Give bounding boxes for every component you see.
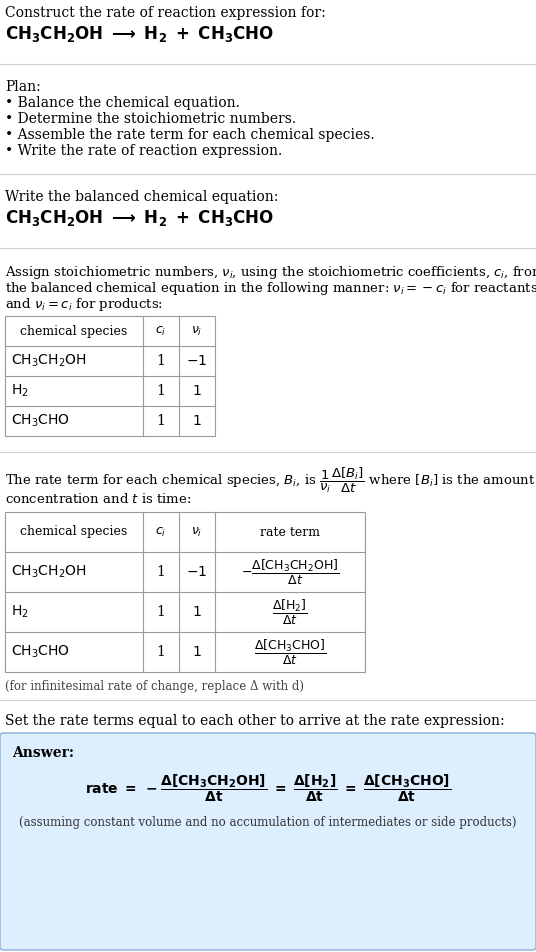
Text: 1: 1 xyxy=(192,605,202,619)
Text: 1: 1 xyxy=(192,414,202,428)
Text: $-1$: $-1$ xyxy=(187,565,207,579)
Text: $\mathrm{CH_3CHO}$: $\mathrm{CH_3CHO}$ xyxy=(11,413,70,429)
Text: $\mathrm{CH_3CHO}$: $\mathrm{CH_3CHO}$ xyxy=(11,644,70,660)
Text: chemical species: chemical species xyxy=(20,526,128,539)
Text: • Balance the chemical equation.: • Balance the chemical equation. xyxy=(5,96,240,110)
Text: the balanced chemical equation in the following manner: $\nu_i = -c_i$ for react: the balanced chemical equation in the fo… xyxy=(5,280,536,297)
Text: rate term: rate term xyxy=(260,526,320,539)
Text: • Write the rate of reaction expression.: • Write the rate of reaction expression. xyxy=(5,144,282,158)
Text: Set the rate terms equal to each other to arrive at the rate expression:: Set the rate terms equal to each other t… xyxy=(5,714,504,728)
Text: 1: 1 xyxy=(157,645,166,659)
Text: concentration and $t$ is time:: concentration and $t$ is time: xyxy=(5,492,191,506)
Text: 1: 1 xyxy=(157,605,166,619)
Text: 1: 1 xyxy=(192,384,202,398)
Text: 1: 1 xyxy=(157,354,166,368)
FancyBboxPatch shape xyxy=(0,733,536,950)
Text: $-1$: $-1$ xyxy=(187,354,207,368)
Text: 1: 1 xyxy=(192,645,202,659)
Text: (for infinitesimal rate of change, replace Δ with d): (for infinitesimal rate of change, repla… xyxy=(5,680,304,693)
Text: $\mathrm{CH_3CH_2OH}$: $\mathrm{CH_3CH_2OH}$ xyxy=(11,564,87,580)
Text: Plan:: Plan: xyxy=(5,80,41,94)
Text: Answer:: Answer: xyxy=(12,746,74,760)
Text: $c_i$: $c_i$ xyxy=(155,526,167,539)
Text: 1: 1 xyxy=(157,565,166,579)
Text: $\mathbf{CH_3CH_2OH}$$\mathbf{\ \longrightarrow\ }$$\mathbf{H_2}$$\mathbf{\ +\ C: $\mathbf{CH_3CH_2OH}$$\mathbf{\ \longrig… xyxy=(5,24,274,44)
Text: $c_i$: $c_i$ xyxy=(155,325,167,338)
Text: • Determine the stoichiometric numbers.: • Determine the stoichiometric numbers. xyxy=(5,112,296,126)
Text: 1: 1 xyxy=(157,414,166,428)
Text: $\mathrm{H_2}$: $\mathrm{H_2}$ xyxy=(11,604,29,620)
Bar xyxy=(5,512,365,672)
Text: 1: 1 xyxy=(157,384,166,398)
Text: $-\dfrac{\Delta[\mathrm{CH_3CH_2OH}]}{\Delta t}$: $-\dfrac{\Delta[\mathrm{CH_3CH_2OH}]}{\D… xyxy=(241,558,339,586)
Text: $\mathrm{CH_3CH_2OH}$: $\mathrm{CH_3CH_2OH}$ xyxy=(11,353,87,369)
Text: • Assemble the rate term for each chemical species.: • Assemble the rate term for each chemic… xyxy=(5,128,375,142)
Text: Assign stoichiometric numbers, $\nu_i$, using the stoichiometric coefficients, $: Assign stoichiometric numbers, $\nu_i$, … xyxy=(5,264,536,281)
Text: chemical species: chemical species xyxy=(20,325,128,338)
Text: Construct the rate of reaction expression for:: Construct the rate of reaction expressio… xyxy=(5,6,326,20)
Text: $\mathbf{rate\ =\ -\dfrac{\Delta[CH_3CH_2OH]}{\Delta t}\ =\ \dfrac{\Delta[H_2]}{: $\mathbf{rate\ =\ -\dfrac{\Delta[CH_3CH_… xyxy=(85,772,451,803)
Bar xyxy=(5,316,215,436)
Text: and $\nu_i = c_i$ for products:: and $\nu_i = c_i$ for products: xyxy=(5,296,163,313)
Text: $\mathrm{H_2}$: $\mathrm{H_2}$ xyxy=(11,383,29,399)
Text: $\nu_i$: $\nu_i$ xyxy=(191,526,203,539)
Text: $\nu_i$: $\nu_i$ xyxy=(191,325,203,338)
Text: $\mathbf{CH_3CH_2OH}$$\mathbf{\ \longrightarrow\ }$$\mathbf{H_2}$$\mathbf{\ +\ C: $\mathbf{CH_3CH_2OH}$$\mathbf{\ \longrig… xyxy=(5,208,274,228)
Text: The rate term for each chemical species, $B_i$, is $\dfrac{1}{\nu_i}\dfrac{\Delt: The rate term for each chemical species,… xyxy=(5,466,535,495)
Text: Write the balanced chemical equation:: Write the balanced chemical equation: xyxy=(5,190,278,204)
Text: $\dfrac{\Delta[\mathrm{H_2}]}{\Delta t}$: $\dfrac{\Delta[\mathrm{H_2}]}{\Delta t}$ xyxy=(272,598,308,626)
Text: (assuming constant volume and no accumulation of intermediates or side products): (assuming constant volume and no accumul… xyxy=(19,816,517,829)
Text: $\dfrac{\Delta[\mathrm{CH_3CHO}]}{\Delta t}$: $\dfrac{\Delta[\mathrm{CH_3CHO}]}{\Delta… xyxy=(254,638,326,666)
